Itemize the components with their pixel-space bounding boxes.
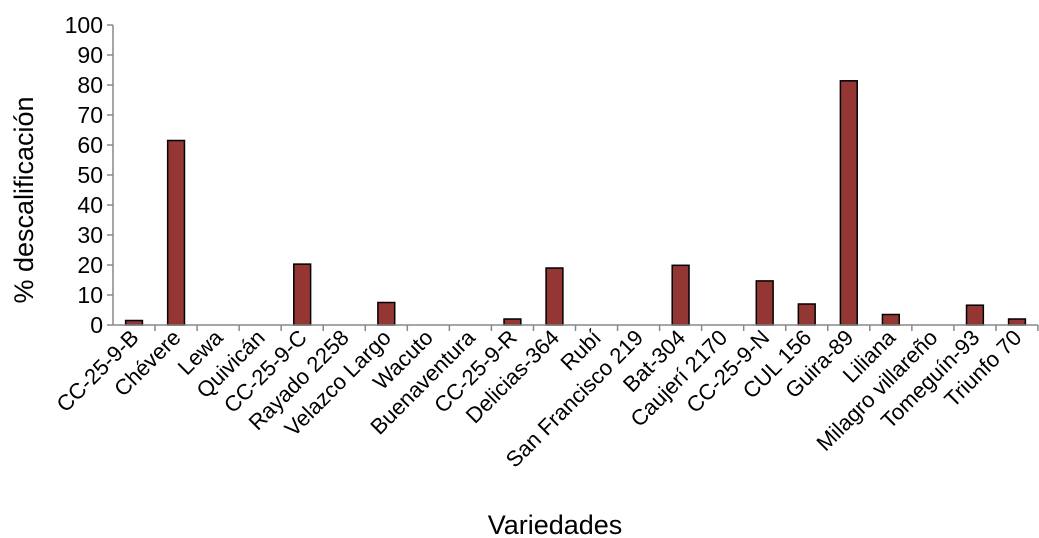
y-tick-label: 0	[90, 312, 103, 338]
y-tick-label: 90	[77, 42, 103, 68]
y-tick-label: 40	[77, 192, 103, 218]
y-tick-label: 60	[77, 132, 103, 158]
bar-6	[377, 301, 396, 326]
y-tick-label: 10	[77, 282, 103, 308]
bar-13	[671, 264, 690, 326]
bar-20	[965, 304, 985, 326]
y-axis-ticks: 0 10 20 30 40 50 60 70 80 90 100	[65, 12, 113, 338]
bars	[124, 80, 1027, 326]
y-tick-label: 30	[77, 222, 103, 248]
bar-9	[503, 318, 522, 326]
y-tick-label: 100	[65, 12, 103, 38]
y-tick-label: 70	[77, 102, 103, 128]
y-axis-title: % descalificación	[9, 96, 39, 303]
x-axis-ticks: CC-25-9-BChévereLewaQuivicánCC-25-9-CRay…	[52, 324, 1039, 472]
x-axis-title: Variedades	[488, 510, 623, 538]
bar-18	[881, 313, 901, 326]
bar-21	[1007, 318, 1027, 326]
y-tick-label: 50	[77, 162, 103, 188]
bar-15	[755, 280, 774, 326]
y-tick-label: 20	[77, 252, 103, 278]
bar-17	[839, 80, 858, 326]
bar-16	[797, 303, 816, 326]
bar-1	[166, 139, 186, 326]
y-tick-label: 80	[77, 72, 103, 98]
bar-10	[545, 267, 564, 326]
bar-4	[293, 263, 312, 326]
